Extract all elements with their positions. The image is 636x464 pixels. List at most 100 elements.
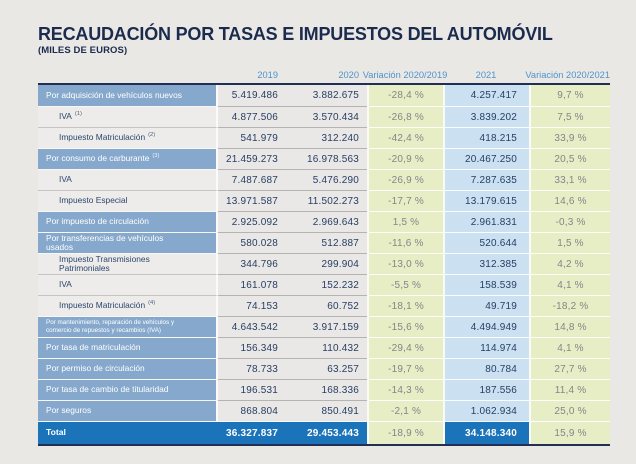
cell-2019: 5.419.486 [218, 85, 295, 106]
row-label: Por seguros [38, 400, 218, 421]
row-label: Impuesto Matriculación (2) [38, 127, 218, 148]
column-header-label: Variación 2020/2021 [525, 70, 610, 80]
cell-2019: 161.078 [218, 274, 295, 295]
table-row: Por permiso de circulación 78.733 63.257 -1… [38, 358, 610, 379]
cell-variacion-2020-2019: -18,1 % [367, 295, 443, 316]
row-label: Total [38, 421, 218, 444]
row-label-text: Impuesto Matriculación [59, 300, 146, 311]
cell-variacion-2020-2021: 9,7 % [529, 85, 610, 106]
column-header-2021: 2021 [443, 70, 529, 80]
table-row: Por transferencias de vehículos usados 58… [38, 232, 610, 253]
table-row: Impuesto Transmisiones Patrimoniales 344.… [38, 253, 610, 274]
cell-2021: 4.257.417 [443, 85, 529, 106]
row-label-text: Por adquisición de vehículos nuevos [46, 89, 182, 100]
cell-2019: 4.643.542 [218, 316, 295, 337]
cell-variacion-2020-2021: 4,2 % [529, 253, 610, 274]
cell-2021: 187.556 [443, 379, 529, 400]
cell-variacion-2020-2021: 14,8 % [529, 316, 610, 337]
cell-2019: 36.327.837 [218, 421, 295, 444]
cell-2020: 3.917.159 [295, 316, 367, 337]
cell-2020: 63.257 [295, 358, 367, 379]
table-body: Por adquisición de vehículos nuevos 5.419… [38, 83, 610, 446]
cell-2020: 312.240 [295, 127, 367, 148]
cell-2019: 13.971.587 [218, 190, 295, 211]
row-label: Por transferencias de vehículos usados [38, 232, 218, 253]
row-label-text: IVA [59, 111, 72, 122]
cell-2020: 3.570.434 [295, 106, 367, 127]
cell-2021: 3.839.202 [443, 106, 529, 127]
cell-2021: 520.644 [443, 232, 529, 253]
table-row: IVA 7.487.687 5.476.290 -26,9 % 7.287.635 33,… [38, 169, 610, 190]
table-row: IVA 161.078 152.232 -5,5 % 158.539 4,1 % [38, 274, 610, 295]
footnote-marker: (1) [74, 110, 82, 117]
total-row: Total 36.327.837 29.453.443 -18,9 % 34.148.3… [38, 421, 610, 444]
cell-2019: 74.153 [218, 295, 295, 316]
cell-2020: 29.453.443 [295, 421, 367, 444]
page-subtitle: (MILES DE EUROS) [38, 45, 128, 56]
column-header-label: Variación 2020/2019 [362, 70, 448, 80]
footnote-marker: (3) [152, 152, 160, 159]
row-label-text: Por consumo de carburante [46, 153, 150, 164]
cell-variacion-2020-2019: -19,7 % [367, 358, 443, 379]
table-row: Impuesto Matriculación (4) 74.153 60.752 -18… [38, 295, 610, 316]
table-row: Por adquisición de vehículos nuevos 5.419… [38, 85, 610, 106]
cell-2019: 868.804 [218, 400, 295, 421]
cell-variacion-2020-2019: -20,9 % [367, 148, 443, 169]
cell-variacion-2020-2021: 15,9 % [529, 421, 610, 444]
report-page: RECAUDACIÓN POR TASAS E IMPUESTOS DEL AU… [38, 24, 610, 446]
table-row: Impuesto Especial 13.971.587 11.502.273 -17… [38, 190, 610, 211]
row-label: IVA (1) [38, 106, 218, 127]
column-header-label: 2020 [338, 70, 359, 80]
cell-variacion-2020-2019: -17,7 % [367, 190, 443, 211]
cell-variacion-2020-2019: -13,0 % [367, 253, 443, 274]
cell-2020: 2.969.643 [295, 211, 367, 232]
table-row: IVA (1) 4.877.506 3.570.434 -26,8 % 3.839.202… [38, 106, 610, 127]
cell-2020: 299.904 [295, 253, 367, 274]
row-label: Impuesto Especial [38, 190, 218, 211]
row-label: IVA [38, 274, 218, 295]
cell-2021: 13.179.615 [443, 190, 529, 211]
row-label-text: Total [46, 427, 66, 438]
cell-2021: 80.784 [443, 358, 529, 379]
cell-2020: 110.432 [295, 337, 367, 358]
row-label: Por adquisición de vehículos nuevos [38, 85, 218, 106]
cell-2020: 11.502.273 [295, 190, 367, 211]
table-row: Por seguros 868.804 850.491 -2,1 % 1.062.934… [38, 400, 610, 421]
cell-2020: 3.882.675 [295, 85, 367, 106]
column-header-row: 2019 2020 Variación 2020/2019 2021 Variación… [38, 65, 610, 80]
cell-variacion-2020-2019: -11,6 % [367, 232, 443, 253]
table-row: Por consumo de carburante (3) 21.459.273 16… [38, 148, 610, 169]
table-row: Impuesto Matriculación (2) 541.979 312.240-… [38, 127, 610, 148]
row-label: IVA [38, 169, 218, 190]
cell-variacion-2020-2019: -2,1 % [367, 400, 443, 421]
row-label-text: IVA [59, 174, 72, 185]
row-label: Por consumo de carburante (3) [38, 148, 218, 169]
cell-variacion-2020-2021: 25,0 % [529, 400, 610, 421]
cell-variacion-2020-2019: -29,4 % [367, 337, 443, 358]
cell-variacion-2020-2019: -18,9 % [367, 421, 443, 444]
row-label-text: Por transferencias de vehículos usados [46, 232, 164, 252]
cell-2019: 156.349 [218, 337, 295, 358]
cell-2021: 20.467.250 [443, 148, 529, 169]
cell-2021: 1.062.934 [443, 400, 529, 421]
cell-variacion-2020-2021: -18,2 % [529, 295, 610, 316]
cell-2020: 168.336 [295, 379, 367, 400]
cell-variacion-2020-2021: 33,9 % [529, 127, 610, 148]
cell-2019: 21.459.273 [218, 148, 295, 169]
column-header-label: 2021 [475, 70, 497, 80]
table-row: Por tasa de matriculación 156.349 110.432-… [38, 337, 610, 358]
footnote-marker: (4) [148, 299, 156, 306]
table-row: Por tasa de cambio de titularidad 196.531… [38, 379, 610, 400]
cell-2019: 541.979 [218, 127, 295, 148]
column-header-variacion-2020-2021: Variación 2020/2021 [525, 70, 610, 80]
cell-variacion-2020-2021: 4,1 % [529, 337, 610, 358]
cell-2019: 344.796 [218, 253, 295, 274]
cell-variacion-2020-2021: 20,5 % [529, 148, 610, 169]
row-label: Impuesto Matriculación (4) [38, 295, 218, 316]
cell-2019: 78.733 [218, 358, 295, 379]
page-title: RECAUDACIÓN POR TASAS E IMPUESTOS DEL AU… [38, 24, 553, 44]
row-label-text: Por tasa de cambio de titularidad [46, 384, 169, 395]
row-label-text: Por tasa de matriculación [46, 342, 141, 353]
row-label-text: Por mantenimiento, reparación de vehícul… [46, 319, 175, 334]
table-row: Por impuesto de circulación 2.925.092 2.96… [38, 211, 610, 232]
